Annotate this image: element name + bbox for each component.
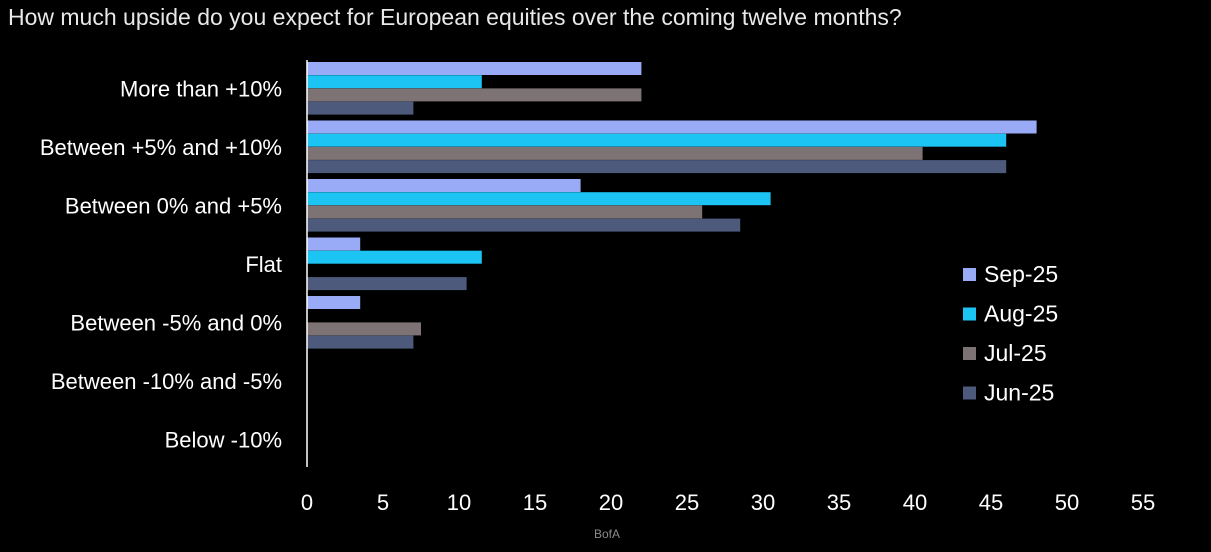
bar-jun-25-3 [307, 277, 467, 291]
bar-jun-25-4 [307, 335, 414, 349]
legend-swatch-jul-25 [963, 347, 976, 360]
category-label: More than +10% [120, 76, 282, 101]
bar-jun-25-1 [307, 160, 1007, 174]
x-tick-label: 30 [751, 490, 775, 515]
category-label: Between 0% and +5% [65, 193, 282, 218]
x-tick-label: 15 [523, 490, 547, 515]
legend-swatch-sep-25 [963, 268, 976, 281]
x-tick-label: 10 [447, 490, 471, 515]
x-tick-label: 50 [1055, 490, 1079, 515]
x-tick-label: 40 [903, 490, 927, 515]
category-label: Between +5% and +10% [40, 135, 282, 160]
bar-jun-25-0 [307, 101, 414, 115]
category-label: Between -5% and 0% [70, 310, 282, 335]
legend-swatch-aug-25 [963, 307, 976, 321]
bar-sep-25-0 [307, 62, 642, 75]
category-label: Below -10% [165, 427, 282, 452]
x-tick-label: 35 [827, 490, 851, 515]
bar-aug-25-0 [307, 75, 482, 89]
x-tick-label: 45 [979, 490, 1003, 515]
category-label: Flat [245, 252, 282, 277]
legend-label-sep-25: Sep-25 [984, 261, 1058, 287]
x-tick-label: 25 [675, 490, 699, 515]
legend-swatch-jun-25 [963, 386, 976, 400]
bar-aug-25-2 [307, 192, 771, 206]
bar-sep-25-4 [307, 296, 361, 309]
bar-jun-25-2 [307, 218, 741, 232]
legend-label-jul-25: Jul-25 [984, 340, 1047, 366]
x-tick-label: 20 [599, 490, 623, 515]
x-tick-label: 55 [1131, 490, 1155, 515]
bar-sep-25-3 [307, 237, 361, 251]
legend-label-aug-25: Aug-25 [984, 301, 1058, 327]
source-label: BofA [594, 527, 621, 541]
bar-jul-25-0 [307, 88, 642, 102]
chart-title: How much upside do you expect for Europe… [8, 4, 902, 30]
legend-label-jun-25: Jun-25 [984, 380, 1054, 406]
x-tick-label: 5 [377, 490, 389, 515]
x-tick-label: 0 [301, 490, 313, 515]
bar-aug-25-1 [307, 133, 1007, 147]
bar-jul-25-1 [307, 146, 923, 160]
category-label: Between -10% and -5% [51, 369, 282, 394]
bar-sep-25-2 [307, 179, 581, 192]
bar-jul-25-4 [307, 322, 421, 336]
bar-sep-25-1 [307, 120, 1037, 134]
bar-jul-25-2 [307, 205, 703, 219]
bar-aug-25-3 [307, 250, 482, 264]
